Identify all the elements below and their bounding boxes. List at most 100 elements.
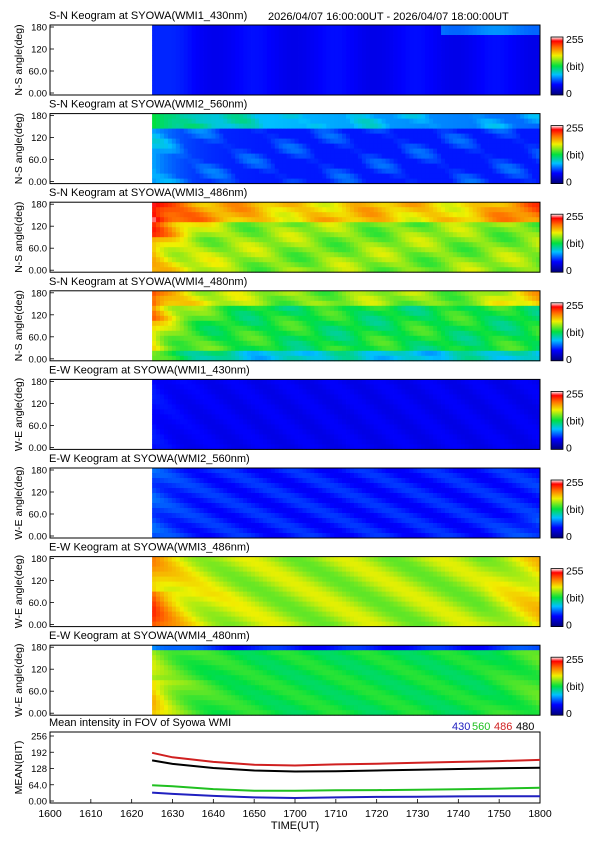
y-axis-label: W-E angle(deg) <box>13 466 25 539</box>
colorbar-unit-label: (bit) <box>566 681 584 693</box>
colorbar-min-label: 0 <box>566 354 572 366</box>
y-tick-label: 60.0 <box>29 155 48 166</box>
mean-y-axis-label: MEAN(BIT) <box>13 741 25 795</box>
x-tick-label: 1710 <box>324 808 348 820</box>
colorbar <box>550 479 564 539</box>
keogram-panel: E-W Keogram at SYOWA(WMI1_430nm) 0.00 60.0… <box>13 364 584 454</box>
colorbar <box>550 213 564 273</box>
time-range-header: 2026/04/07 16:00:00UT - 2026/04/07 18:00… <box>268 11 509 23</box>
y-tick-label: 180 <box>31 554 47 565</box>
keogram-panel: S-N Keogram at SYOWA(WMI3_486nm) 0.00 60.0… <box>13 187 584 277</box>
y-tick-label: 60.0 <box>29 67 48 78</box>
y-tick-label: 180 <box>31 288 47 299</box>
keogram-panel: E-W Keogram at SYOWA(WMI2_560nm) 0.00 60.0… <box>13 453 584 543</box>
mean-panel-frame <box>49 731 541 804</box>
keogram-frame <box>49 644 541 716</box>
keogram-title: S-N Keogram at SYOWA(WMI2_560nm) <box>49 99 247 111</box>
colorbar-max-label: 255 <box>566 123 584 135</box>
colorbar <box>550 656 564 716</box>
colorbar-max-label: 255 <box>566 300 584 312</box>
y-tick-label: 120 <box>31 665 47 676</box>
y-tick-label: 0.00 <box>29 709 48 720</box>
y-tick-label: 180 <box>31 111 47 122</box>
keogram-image <box>152 468 541 539</box>
y-tick-label: 120 <box>31 310 47 321</box>
colorbar-unit-label: (bit) <box>566 327 584 339</box>
colorbar-unit-label: (bit) <box>566 593 584 605</box>
x-tick-label: 1700 <box>283 808 307 820</box>
keogram-frame <box>49 378 541 450</box>
mean-panel-title: Mean intensity in FOV of Syowa WMI <box>49 717 231 729</box>
x-tick-label: 1640 <box>202 808 226 820</box>
y-tick-label: 60.0 <box>29 244 48 255</box>
y-tick-label: 60.0 <box>29 332 48 343</box>
keogram-title: S-N Keogram at SYOWA(WMI1_430nm) <box>49 10 247 22</box>
colorbar-max-label: 255 <box>566 566 584 578</box>
x-tick-label: 1750 <box>487 808 511 820</box>
colorbar <box>550 390 564 450</box>
y-tick-label: 180 <box>31 200 47 211</box>
keogram-panel: E-W Keogram at SYOWA(WMI4_480nm) 0.00 60.0… <box>13 630 584 720</box>
series-line-430 <box>152 791 540 800</box>
x-tick-label: 1610 <box>79 808 103 820</box>
colorbar-min-label: 0 <box>566 442 572 454</box>
y-axis-label: W-E angle(deg) <box>13 378 25 451</box>
colorbar-max-label: 255 <box>566 477 584 489</box>
keogram-frame <box>49 467 541 539</box>
y-tick-label: 0.00 <box>29 443 48 454</box>
y-tick-label: 0.00 <box>29 177 48 188</box>
y-tick-label: 0.00 <box>29 532 48 543</box>
keogram-title: E-W Keogram at SYOWA(WMI1_430nm) <box>49 364 250 376</box>
keogram-title: E-W Keogram at SYOWA(WMI3_486nm) <box>49 542 250 554</box>
y-tick-label: 60.0 <box>29 687 48 698</box>
keogram-frame <box>49 24 541 96</box>
colorbar-max-label: 255 <box>566 654 584 666</box>
y-axis-label: N-S angle(deg) <box>13 113 25 184</box>
legend-430: 430 <box>452 721 470 733</box>
colorbar-min-label: 0 <box>566 265 572 277</box>
y-tick-label: 0.00 <box>29 89 48 100</box>
mean-y-tick-label: 256 <box>31 732 47 743</box>
colorbar <box>550 36 564 96</box>
keogram-image <box>152 556 541 627</box>
x-tick-label: 1630 <box>161 808 185 820</box>
keogram-title: S-N Keogram at SYOWA(WMI4_480nm) <box>49 276 247 288</box>
legend-486: 486 <box>494 721 512 733</box>
y-axis-label: W-E angle(deg) <box>13 644 25 717</box>
keogram-image <box>152 379 541 450</box>
legend-560: 560 <box>472 721 490 733</box>
y-tick-label: 120 <box>31 222 47 233</box>
x-tick-label: 1720 <box>365 808 389 820</box>
keogram-frame <box>49 201 541 273</box>
series-line-560 <box>152 784 541 792</box>
y-tick-label: 0.00 <box>29 620 48 631</box>
y-tick-label: 180 <box>31 377 47 388</box>
y-axis-label: N-S angle(deg) <box>13 290 25 361</box>
y-tick-label: 120 <box>31 488 47 499</box>
y-tick-label: 0.00 <box>29 266 48 277</box>
y-tick-label: 120 <box>31 133 47 144</box>
colorbar-unit-label: (bit) <box>566 150 584 162</box>
y-tick-label: 180 <box>31 23 47 34</box>
colorbar <box>550 302 564 362</box>
keogram-panel: S-N Keogram at SYOWA(WMI2_560nm) 0.00 60.0… <box>13 99 584 189</box>
colorbar <box>550 125 564 184</box>
y-tick-label: 180 <box>31 643 47 654</box>
y-tick-label: 0.00 <box>29 354 48 365</box>
y-axis-label: W-E angle(deg) <box>13 555 25 628</box>
x-tick-label: 1730 <box>406 808 430 820</box>
keogram-image <box>152 290 541 362</box>
series-line-480 <box>151 759 541 773</box>
colorbar-min-label: 0 <box>566 708 572 720</box>
keogram-title: E-W Keogram at SYOWA(WMI4_480nm) <box>49 630 250 642</box>
colorbar-min-label: 0 <box>566 620 572 632</box>
colorbar-unit-label: (bit) <box>566 415 584 427</box>
colorbar-min-label: 0 <box>566 531 572 543</box>
keogram-image <box>152 202 541 273</box>
colorbar-min-label: 0 <box>566 177 572 189</box>
series-line-486 <box>151 751 541 767</box>
x-axis-label: TIME(UT) <box>271 820 319 832</box>
x-tick-label: 1800 <box>528 808 552 820</box>
keogram-panel: E-W Keogram at SYOWA(WMI3_486nm) 0.00 60.0… <box>13 542 584 632</box>
